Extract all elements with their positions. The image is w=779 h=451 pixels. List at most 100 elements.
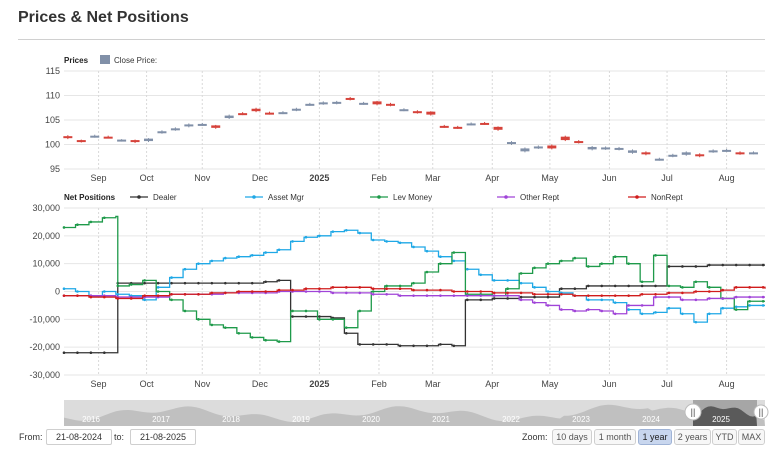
price-candle[interactable]	[90, 134, 100, 138]
navigator-right-handle[interactable]: ||	[753, 404, 769, 420]
series-point	[654, 284, 657, 288]
series-point	[640, 292, 644, 296]
price-candle[interactable]	[399, 108, 409, 112]
price-candle[interactable]	[506, 141, 516, 145]
price-candle[interactable]	[238, 112, 248, 116]
net-x-tick-label: Aug	[719, 379, 735, 389]
legend-item-other-rept[interactable]: Other Rept	[497, 193, 560, 202]
price-candle[interactable]	[453, 125, 463, 129]
series-point	[304, 287, 308, 291]
price-candle[interactable]	[359, 101, 369, 105]
legend-item-asset-mgr[interactable]: Asset Mgr	[245, 193, 304, 202]
price-candle[interactable]	[547, 144, 557, 150]
price-candle[interactable]	[332, 100, 342, 105]
price-candle[interactable]	[466, 122, 476, 126]
series-point	[681, 291, 684, 295]
series-point	[277, 248, 281, 252]
price-candle[interactable]	[103, 135, 113, 139]
price-candle[interactable]	[197, 122, 207, 126]
price-candle[interactable]	[157, 130, 167, 134]
candle-body	[668, 154, 678, 157]
price-candle[interactable]	[574, 140, 584, 144]
candle-body	[157, 131, 167, 134]
series-nonrept[interactable]	[62, 286, 766, 300]
price-candle[interactable]	[668, 153, 678, 158]
price-candle[interactable]	[305, 102, 315, 106]
price-candle[interactable]	[291, 107, 301, 112]
price-candle[interactable]	[184, 123, 194, 128]
price-candle[interactable]	[627, 149, 637, 154]
price-candle[interactable]	[117, 139, 127, 142]
price-candle[interactable]	[493, 126, 503, 131]
zoom-1-month-button[interactable]: 1 month	[594, 429, 636, 445]
series-point	[304, 315, 308, 318]
legend-item-nonrept[interactable]: NonRept	[628, 193, 683, 202]
price-candle[interactable]	[130, 139, 140, 144]
series-point	[573, 287, 577, 291]
net-series[interactable]	[62, 215, 766, 355]
legend-label: Dealer	[153, 193, 177, 202]
legend-marker	[252, 195, 256, 199]
price-candle[interactable]	[345, 96, 355, 101]
price-candle[interactable]	[412, 110, 422, 114]
price-candle[interactable]	[318, 101, 328, 105]
price-candle[interactable]	[735, 151, 745, 155]
price-candle[interactable]	[695, 153, 705, 158]
price-candle[interactable]	[681, 151, 691, 156]
price-candle[interactable]	[385, 102, 395, 107]
navigator-left-handle[interactable]: ||	[684, 403, 702, 421]
price-candle[interactable]	[439, 124, 449, 128]
price-candle[interactable]	[560, 135, 570, 142]
price-candle[interactable]	[224, 114, 234, 120]
price-candle[interactable]	[533, 145, 543, 149]
price-candle[interactable]	[264, 111, 274, 115]
series-point	[210, 281, 214, 285]
zoom-2-years-button[interactable]: 2 years	[674, 429, 711, 445]
navigator-left-handle-grip: ||	[691, 407, 696, 417]
navigator[interactable]: 2016 2017 2018 2019 2020 2021 2022 2023 2024 2025…	[64, 400, 769, 426]
price-candle[interactable]	[144, 138, 154, 143]
price-candle[interactable]	[63, 135, 73, 140]
zoom-1-year-button[interactable]: 1 year	[638, 429, 672, 445]
series-point	[129, 283, 133, 286]
price-candle[interactable]	[170, 127, 180, 131]
price-x-tick-label: Sep	[91, 173, 107, 183]
price-candle[interactable]	[278, 111, 288, 115]
to-date-input[interactable]: 21-08-2025	[130, 429, 196, 445]
series-point	[439, 255, 442, 259]
net-positions-legend[interactable]: Dealer Asset Mgr Lev Money Other Rept NonRep…	[130, 193, 683, 202]
legend-item-lev-money[interactable]: Lev Money	[370, 193, 432, 202]
price-candle[interactable]	[251, 107, 261, 113]
price-candle[interactable]	[372, 100, 382, 106]
series-point	[197, 292, 200, 296]
price-candle[interactable]	[520, 147, 530, 153]
price-candle[interactable]	[748, 151, 758, 155]
series-point	[667, 284, 671, 288]
price-candle[interactable]	[722, 148, 732, 152]
candle-body	[412, 111, 422, 114]
zoom-max-button[interactable]: MAX	[738, 429, 765, 445]
zoom-10-days-button[interactable]: 10 days	[552, 429, 592, 445]
price-candle[interactable]	[641, 151, 651, 156]
candle-body	[385, 103, 395, 106]
legend-item-dealer[interactable]: Dealer	[130, 193, 177, 202]
price-candle[interactable]	[426, 111, 436, 116]
price-candle[interactable]	[601, 146, 611, 150]
price-candle[interactable]	[654, 157, 664, 161]
series-asset-mgr[interactable]	[62, 228, 765, 324]
series-lev-money[interactable]	[62, 215, 765, 343]
from-date-input[interactable]: 21-08-2024	[46, 429, 112, 445]
price-candle[interactable]	[614, 146, 624, 151]
series-point	[506, 294, 509, 297]
legend-label: NonRept	[651, 193, 683, 202]
price-candle[interactable]	[480, 121, 490, 125]
series-dealer[interactable]	[62, 263, 765, 355]
price-x-tick-label: Oct	[140, 173, 155, 183]
price-candle[interactable]	[76, 139, 86, 143]
price-candle[interactable]	[211, 124, 221, 129]
price-candle[interactable]	[708, 149, 718, 153]
zoom-ytd-button[interactable]: YTD	[712, 429, 737, 445]
series-point	[439, 294, 442, 297]
price-candles[interactable]	[63, 96, 758, 161]
price-candle[interactable]	[587, 145, 597, 151]
